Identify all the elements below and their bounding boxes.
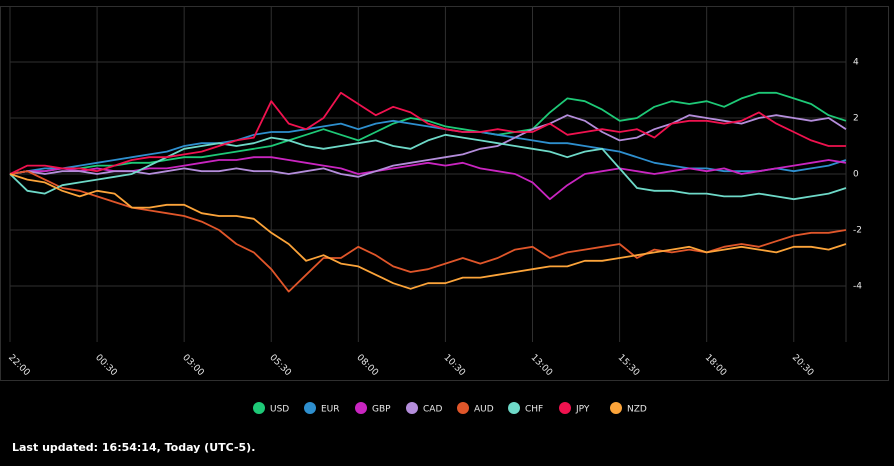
legend-marker — [304, 402, 316, 414]
series-line — [9, 114, 847, 178]
x-tick-label: 18:00 — [703, 353, 729, 379]
chart: -4 -2 0 2 4 22:00 00:30 03:00 05:30 08:00 10:30 13:… — [0, 6, 889, 415]
series-line — [9, 170, 847, 293]
series-line — [9, 173, 847, 290]
y-tick-label: 4 — [853, 58, 859, 68]
legend-marker — [406, 402, 418, 414]
legend-label: GBP — [372, 405, 391, 415]
series-line — [9, 133, 847, 201]
legend-label: EUR — [321, 405, 340, 415]
legend-label: CHF — [525, 405, 543, 415]
y-tick-label: -4 — [853, 282, 862, 292]
legend-label: USD — [270, 405, 289, 415]
x-tick-label: 10:30 — [442, 353, 468, 379]
series-line — [9, 91, 847, 175]
legend-label: AUD — [474, 405, 494, 415]
series-line — [9, 91, 846, 175]
x-tick-label: 13:00 — [529, 353, 555, 379]
y-tick-label: 2 — [853, 114, 859, 124]
x-tick-label: 05:30 — [267, 353, 293, 379]
y-tick-label: -2 — [853, 226, 862, 236]
x-tick-label: 22:00 — [6, 353, 32, 379]
legend-marker — [559, 402, 571, 414]
legend-marker — [508, 402, 520, 414]
legend-marker — [457, 402, 469, 414]
legend-marker — [610, 402, 622, 414]
last-updated: Last updated: 16:54:14, Today (UTC-5). — [12, 441, 256, 454]
x-tick-label: 03:00 — [180, 353, 206, 379]
x-tick-label: 00:30 — [93, 353, 119, 379]
series-line — [9, 156, 847, 201]
x-tick-label: 20:30 — [790, 353, 816, 379]
legend-label: NZD — [627, 405, 647, 415]
legend-label: JPY — [575, 405, 590, 415]
legend-marker — [253, 402, 265, 414]
legend-label: CAD — [423, 405, 442, 415]
chart-frame — [0, 6, 889, 381]
x-tick-label: 15:30 — [616, 353, 642, 379]
legend-marker — [355, 402, 367, 414]
series-line — [9, 119, 847, 175]
y-tick-label: 0 — [853, 170, 859, 180]
x-tick-label: 08:00 — [354, 353, 380, 379]
